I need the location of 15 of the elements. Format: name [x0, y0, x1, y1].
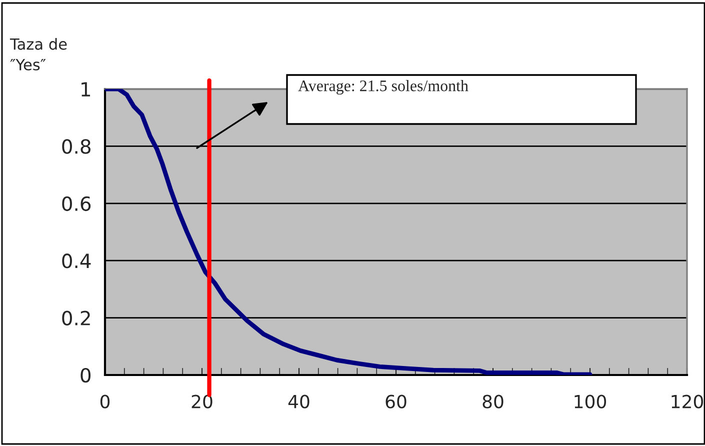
x-tick-label: 20: [192, 394, 212, 408]
x-tick-label: 100: [574, 394, 606, 408]
y-tick-label: 0.6: [62, 196, 91, 212]
y-tick-label: 0.4: [62, 254, 91, 268]
y-tick-label: 0: [80, 368, 91, 383]
y-tick-label: 1: [82, 82, 90, 96]
annotation: Average: 21.5 soles/month: [298, 80, 468, 95]
x-tick-label: 120: [672, 394, 704, 408]
x-tick-label: 0: [100, 394, 110, 408]
x-tick-label: 80: [482, 394, 504, 408]
x-tick-label: 40: [288, 394, 310, 408]
y-tick-label: 0.8: [62, 139, 90, 154]
x-tick-label: 60: [386, 394, 406, 408]
y-axis-title: Taza de ″Yes″: [10, 38, 67, 70]
y-tick-label: 0.2: [62, 310, 90, 326]
